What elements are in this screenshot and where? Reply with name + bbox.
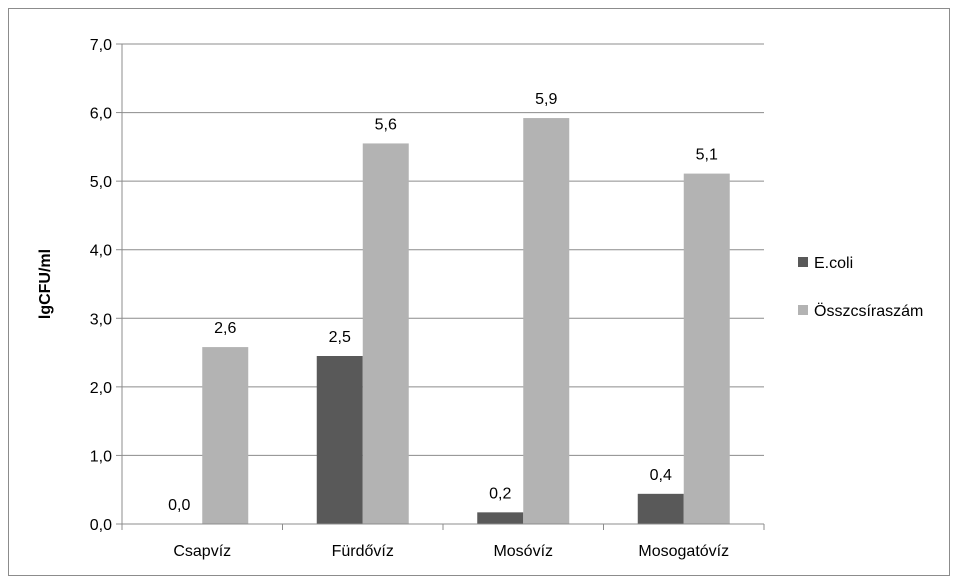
x-category-labels: Csapvíz Fürdővíz Mosóvíz Mosogatóvíz — [173, 543, 729, 560]
data-label: 0,2 — [489, 485, 511, 502]
legend: E.coli Összcsíraszám — [798, 255, 923, 320]
y-tick-label: 4,0 — [90, 243, 112, 260]
legend-swatch — [798, 257, 808, 267]
axes — [116, 43, 765, 530]
chart-frame — [8, 8, 950, 576]
bar — [637, 493, 684, 524]
data-label: 2,6 — [214, 320, 236, 337]
legend-label: E.coli — [814, 255, 853, 272]
y-tick-label: 0,0 — [90, 517, 112, 534]
x-category-label: Csapvíz — [173, 543, 231, 560]
x-category-label: Mosóvíz — [493, 543, 553, 560]
data-label: 5,6 — [375, 116, 397, 133]
bar — [202, 347, 249, 524]
data-label: 5,1 — [696, 147, 718, 164]
x-category-label: Mosogatóvíz — [638, 543, 729, 560]
bar — [362, 143, 409, 524]
x-category-label: Fürdővíz — [332, 543, 394, 560]
y-axis-label: lgCFU/ml — [37, 249, 54, 319]
bar — [316, 356, 363, 524]
bar — [523, 118, 570, 525]
bar — [477, 512, 524, 524]
data-label: 0,4 — [650, 467, 672, 484]
y-tick-label: 2,0 — [90, 380, 112, 397]
data-label: 2,5 — [329, 329, 351, 346]
legend-swatch — [798, 305, 808, 315]
y-tick-label: 1,0 — [90, 448, 112, 465]
legend-label: Összcsíraszám — [814, 302, 923, 320]
data-label: 5,9 — [535, 91, 557, 108]
data-label: 0,0 — [168, 497, 190, 514]
bars — [202, 118, 730, 525]
bar — [683, 173, 730, 524]
y-tick-label: 7,0 — [90, 37, 112, 54]
y-tick-label: 6,0 — [90, 106, 112, 123]
y-tick-labels: 0,0 1,0 2,0 3,0 4,0 5,0 6,0 7,0 — [90, 37, 112, 534]
y-tick-label: 3,0 — [90, 311, 112, 328]
y-tick-label: 5,0 — [90, 174, 112, 191]
data-labels: 0,0 2,6 2,5 5,6 0,2 5,9 0,4 5,1 — [168, 91, 718, 514]
